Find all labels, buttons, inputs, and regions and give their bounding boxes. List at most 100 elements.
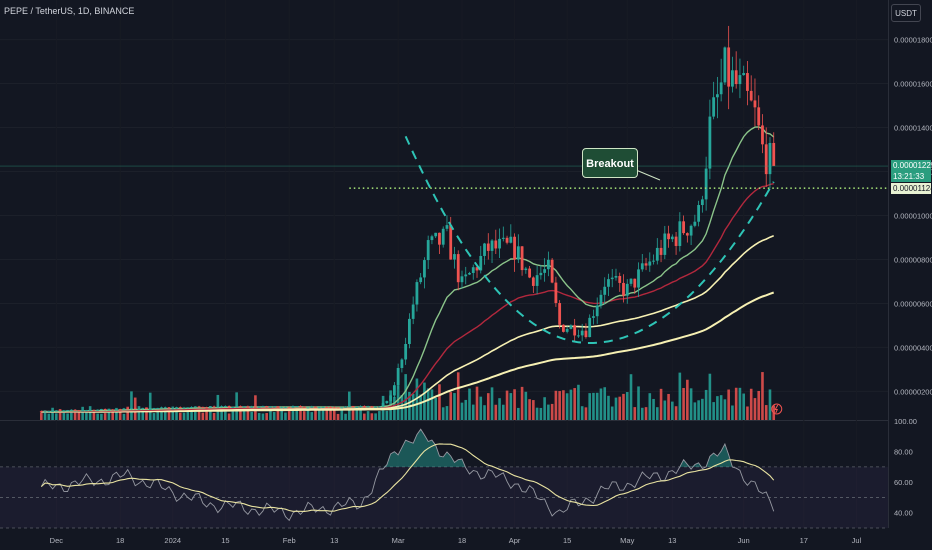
volume-bar xyxy=(227,413,231,420)
candle-body xyxy=(667,233,670,240)
candle-body xyxy=(411,304,415,319)
candle-body xyxy=(516,246,520,260)
candle-body xyxy=(314,406,317,408)
volume-bar xyxy=(70,410,73,420)
candle-body xyxy=(644,263,648,266)
time-axis-label: Apr xyxy=(509,536,521,545)
candle-body xyxy=(205,407,208,409)
volume-bar xyxy=(479,396,483,420)
candle-body xyxy=(607,279,610,287)
candle-body xyxy=(685,233,689,236)
rsi-axis-label: 100.00 xyxy=(894,417,917,426)
candle-body xyxy=(494,240,498,249)
candle-body xyxy=(163,407,167,409)
candle-body xyxy=(362,406,366,408)
candle-body xyxy=(329,406,332,408)
candle-body xyxy=(62,410,66,412)
volume-bar xyxy=(137,406,141,420)
volume-bar xyxy=(51,407,54,420)
candle-body xyxy=(130,408,133,410)
candle-body xyxy=(84,410,88,412)
volume-bar xyxy=(426,388,430,420)
candle-body xyxy=(212,406,216,408)
candles xyxy=(39,25,776,413)
candle-body xyxy=(336,407,340,409)
candle-body xyxy=(637,269,640,288)
candle-body xyxy=(475,267,479,271)
volume-bar xyxy=(517,407,520,420)
candle-body xyxy=(385,401,389,404)
rsi-overbought-fill xyxy=(41,429,774,467)
candle-body xyxy=(43,411,47,413)
candle-body xyxy=(160,407,163,409)
volume-bar xyxy=(231,410,235,420)
candle-body xyxy=(306,407,310,409)
candle-body xyxy=(396,367,400,386)
volume-bar xyxy=(265,413,268,420)
volume-bar xyxy=(644,407,648,420)
candle-body xyxy=(731,70,734,87)
candle-body xyxy=(415,282,419,305)
volume-bar xyxy=(329,407,332,420)
candle-body xyxy=(652,260,655,262)
volume-bar xyxy=(749,388,753,420)
volume-bar xyxy=(336,413,340,420)
volume-bar xyxy=(122,413,126,420)
volume-bar xyxy=(404,374,407,420)
volume-bar xyxy=(348,391,351,420)
volume-bar xyxy=(332,408,336,420)
volume-bar xyxy=(693,402,697,420)
currency-button[interactable]: USDT xyxy=(891,4,921,22)
volume-bar xyxy=(58,409,62,420)
price-axis-label: 0.00001000 xyxy=(894,211,932,220)
volume-bar xyxy=(130,391,133,420)
candle-body xyxy=(347,405,351,407)
candle-body xyxy=(246,406,250,408)
candle-body xyxy=(468,272,471,275)
candle-body xyxy=(133,408,137,410)
volume-bar xyxy=(535,407,539,420)
time-axis-label: May xyxy=(620,536,634,545)
candle-body xyxy=(171,408,175,410)
volume-bar xyxy=(648,393,652,420)
candle-body xyxy=(456,254,460,283)
volume-bar xyxy=(261,413,265,420)
volume-bar xyxy=(633,407,637,420)
time-axis-label: 15 xyxy=(221,536,229,545)
candle-body xyxy=(715,94,719,98)
time-axis-label: 18 xyxy=(116,536,124,545)
price-axis-label: 0.00001800 xyxy=(894,36,932,45)
volume-bar xyxy=(494,404,498,420)
volume-bar xyxy=(588,393,591,420)
volume-bar xyxy=(325,410,329,420)
volume-bar xyxy=(156,408,160,420)
rsi-line xyxy=(40,428,775,522)
price-axis-label: 0.00001600 xyxy=(894,80,932,89)
volume-bar xyxy=(708,373,712,420)
candle-body xyxy=(92,409,96,411)
candle-body xyxy=(734,70,738,85)
candle-body xyxy=(501,237,505,239)
volume-bar xyxy=(118,409,122,420)
candle-body xyxy=(284,407,287,409)
current-price-value: 0.00001225 xyxy=(893,161,932,171)
volume-bar xyxy=(359,406,362,420)
volume-bar xyxy=(167,408,171,420)
volume-bar xyxy=(314,406,317,420)
candle-body xyxy=(460,276,464,283)
volume-bar xyxy=(640,407,644,420)
volume-bar xyxy=(103,413,107,420)
volume-bar xyxy=(280,408,283,420)
candle-body xyxy=(727,47,731,87)
candle-body xyxy=(299,406,302,408)
candle-body xyxy=(704,168,708,200)
candle-body xyxy=(697,205,701,222)
candle-body xyxy=(738,75,742,85)
candle-body xyxy=(426,240,430,261)
candle-body xyxy=(242,406,246,408)
candle-body xyxy=(250,406,254,408)
candle-body xyxy=(261,406,265,408)
candle-body xyxy=(768,142,772,175)
candle-body xyxy=(197,406,201,408)
